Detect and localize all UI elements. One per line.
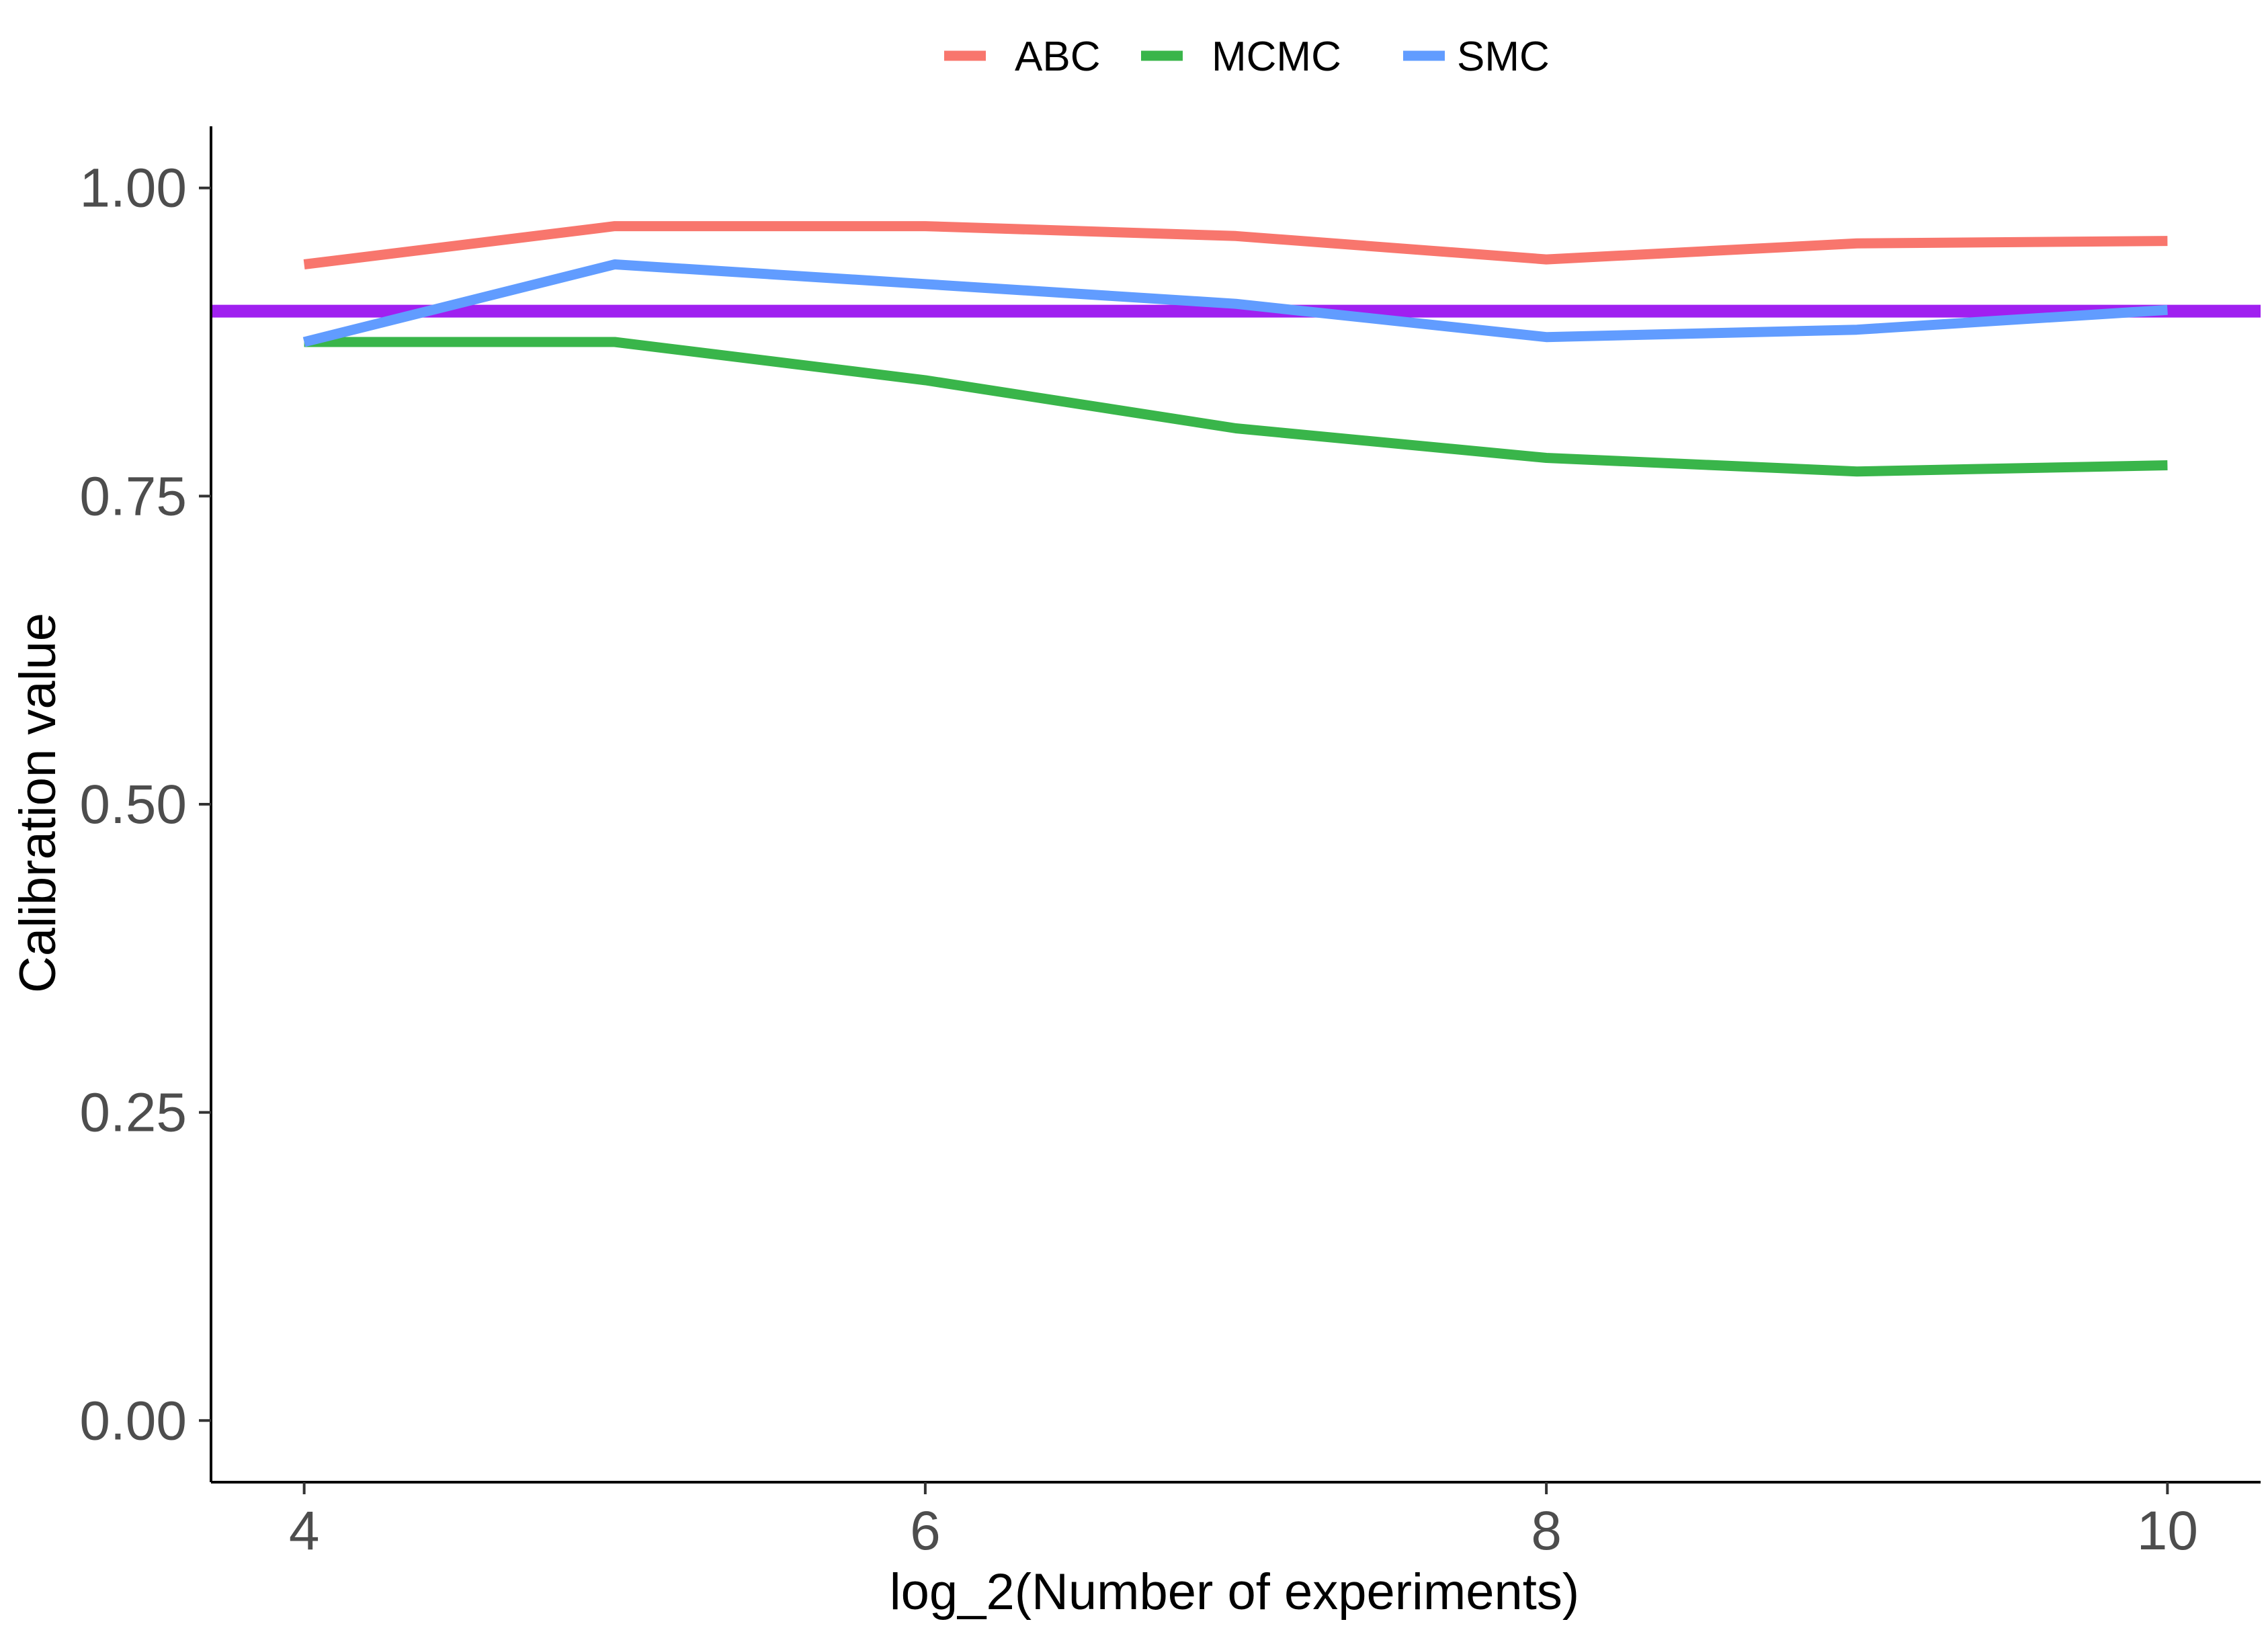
series-line-mcmc — [304, 337, 2168, 477]
y-tick-label: 0.75 — [79, 466, 187, 527]
y-tick-label: 0.50 — [79, 774, 187, 835]
legend: ABC MCMC SMC — [944, 34, 1550, 80]
x-tick-label: 6 — [910, 1500, 941, 1561]
axes: 0.00 0.25 0.50 0.75 1.00 4 6 8 10 — [79, 126, 2261, 1561]
series-layer — [302, 221, 2168, 477]
y-tick-label: 1.00 — [79, 158, 187, 219]
x-tick-label: 10 — [2137, 1500, 2198, 1561]
legend-label-abc: ABC — [1015, 34, 1100, 80]
x-tick-label: 8 — [1531, 1500, 1562, 1561]
x-tick-label: 4 — [289, 1500, 320, 1561]
x-axis-title: log_2(Number of experiments) — [890, 1563, 1579, 1621]
series-line-smc — [302, 259, 2168, 347]
series-line-abc — [303, 221, 2168, 269]
legend-label-mcmc: MCMC — [1212, 34, 1341, 80]
y-tick-label: 0.25 — [79, 1082, 187, 1144]
y-tick-label: 0.00 — [79, 1390, 187, 1451]
legend-label-smc: SMC — [1457, 34, 1550, 80]
y-axis-title: Calibration value — [9, 613, 67, 993]
